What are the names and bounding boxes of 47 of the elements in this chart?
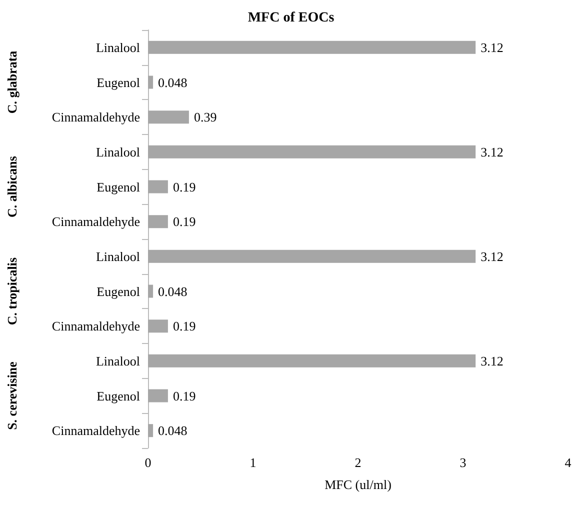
x-tick-label: 2: [354, 455, 362, 470]
bar: [148, 320, 168, 333]
y-tick-label: Linalool: [96, 144, 140, 160]
bar: [148, 145, 476, 158]
x-tick-label: 3: [460, 455, 466, 470]
x-axis-title: MFC (ul/ml): [324, 477, 392, 492]
y-tick-label: Linalool: [96, 248, 140, 264]
y-tick-label: Linalool: [96, 353, 140, 368]
data-label: 0.048: [158, 423, 188, 438]
data-label: 3.12: [480, 248, 504, 264]
text: C. glabrata: [4, 50, 20, 114]
bar: [148, 110, 189, 124]
x-tick-label: 0: [144, 455, 152, 470]
data-label: 0.048: [158, 74, 188, 90]
x-tick-label: 4: [564, 455, 572, 470]
data-label: 0.19: [172, 179, 196, 194]
data-label: 0.39: [194, 110, 217, 125]
text: C. albicans: [4, 156, 20, 218]
data-label: 3.12: [480, 144, 504, 160]
bar: [148, 354, 476, 368]
y-tick-label: Cinnamaldehyde: [52, 318, 140, 334]
text: C. tropicalis: [4, 257, 20, 326]
data-label: 0.048: [158, 284, 188, 299]
bar: [148, 284, 154, 298]
data-label: 3.12: [480, 40, 504, 55]
y-tick-label: Eugenol: [96, 388, 140, 404]
bar: [148, 215, 168, 228]
bar: [148, 76, 154, 89]
bar: [148, 424, 154, 438]
text: S. cerevisine: [4, 361, 20, 430]
bar: [148, 180, 168, 194]
data-label: 0.19: [172, 214, 196, 230]
y-tick-label: Eugenol: [96, 284, 140, 299]
y-tick-label: Cinnamaldehyde: [52, 110, 140, 125]
data-label: 3.12: [480, 353, 504, 368]
y-tick-label: Eugenol: [96, 74, 140, 90]
y-tick-label: Eugenol: [96, 179, 140, 194]
data-label: 0.19: [172, 388, 196, 404]
y-tick-label: Cinnamaldehyde: [52, 423, 140, 438]
x-tick-label: 1: [250, 455, 256, 470]
bar: [148, 250, 476, 263]
bar: [148, 40, 476, 54]
chart-title: MFC of EOCs: [248, 10, 335, 26]
y-tick-label: Linalool: [96, 40, 140, 55]
y-tick-label: Cinnamaldehyde: [52, 214, 140, 230]
data-label: 0.19: [172, 318, 196, 334]
bar: [148, 389, 168, 402]
